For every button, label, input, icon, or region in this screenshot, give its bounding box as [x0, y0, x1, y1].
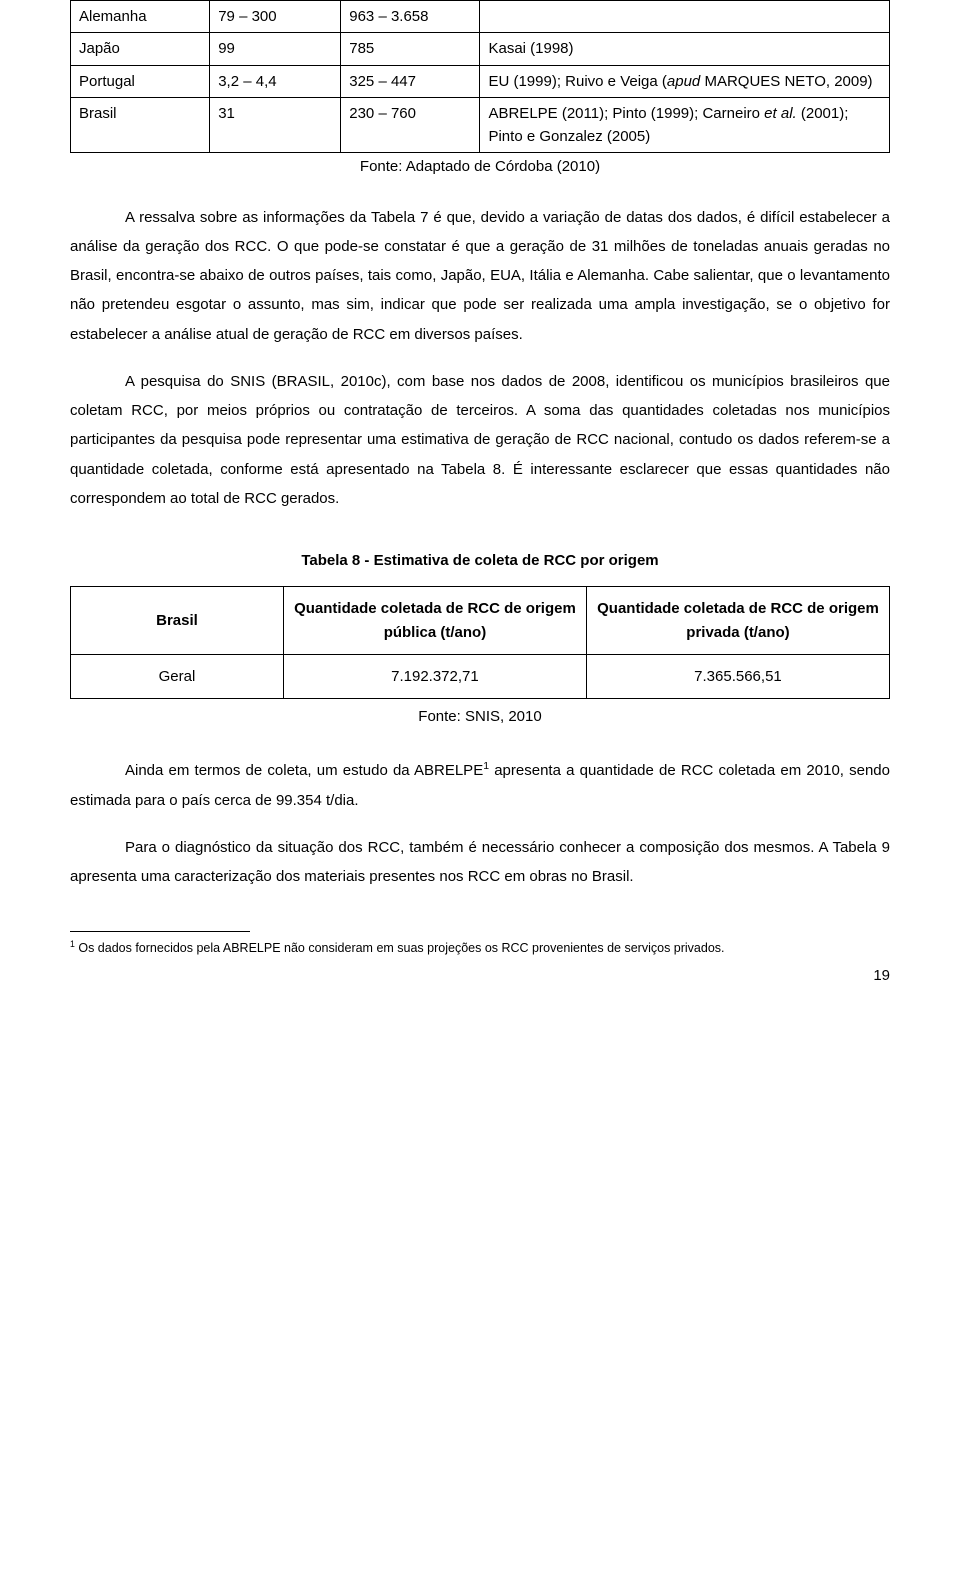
paragraph-1-text: A ressalva sobre as informações da Tabel… [70, 209, 890, 343]
table2-header-public: Quantidade coletada de RCC de origem púb… [283, 587, 586, 655]
country-cell: Japão [71, 33, 210, 65]
table2-caption: Tabela 8 - Estimativa de coleta de RCC p… [70, 549, 890, 572]
value2-cell: 785 [341, 33, 480, 65]
table2-cell-geral: Geral [71, 654, 284, 698]
rcc-collection-table: Brasil Quantidade coletada de RCC de ori… [70, 586, 890, 699]
paragraph-2: A pesquisa do SNIS (BRASIL, 2010c), com … [70, 367, 890, 513]
country-cell: Alemanha [71, 1, 210, 33]
value2-cell: 963 – 3.658 [341, 1, 480, 33]
paragraph-4-text: Para o diagnóstico da situação dos RCC, … [70, 839, 890, 885]
value1-cell: 99 [210, 33, 341, 65]
country-cell: Portugal [71, 65, 210, 97]
value1-cell: 3,2 – 4,4 [210, 65, 341, 97]
table2-header-brasil: Brasil [71, 587, 284, 655]
table2-cell-private-value: 7.365.566,51 [586, 654, 889, 698]
table-row: Brasil31230 – 760ABRELPE (2011); Pinto (… [71, 97, 890, 153]
source-cell: ABRELPE (2011); Pinto (1999); Carneiro e… [480, 97, 890, 153]
paragraph-3: Ainda em termos de coleta, um estudo da … [70, 756, 890, 815]
value2-cell: 325 – 447 [341, 65, 480, 97]
source-cell: Kasai (1998) [480, 33, 890, 65]
table2-cell-public-value: 7.192.372,71 [283, 654, 586, 698]
table2-header-private: Quantidade coletada de RCC de origem pri… [586, 587, 889, 655]
source-cell: EU (1999); Ruivo e Veiga (apud MARQUES N… [480, 65, 890, 97]
footnote-text: 1 Os dados fornecidos pela ABRELPE não c… [70, 938, 890, 958]
table1-source: Fonte: Adaptado de Córdoba (2010) [70, 155, 890, 178]
source-cell [480, 1, 890, 33]
value1-cell: 79 – 300 [210, 1, 341, 33]
country-cell: Brasil [71, 97, 210, 153]
value1-cell: 31 [210, 97, 341, 153]
paragraph-2-text: A pesquisa do SNIS (BRASIL, 2010c), com … [70, 373, 890, 507]
rcc-country-table: Alemanha79 – 300963 – 3.658Japão99785Kas… [70, 0, 890, 153]
page-number: 19 [70, 964, 890, 987]
paragraph-3-pre: Ainda em termos de coleta, um estudo da … [125, 762, 483, 779]
paragraph-4: Para o diagnóstico da situação dos RCC, … [70, 833, 890, 892]
table-row: Geral 7.192.372,71 7.365.566,51 [71, 654, 890, 698]
value2-cell: 230 – 760 [341, 97, 480, 153]
footnote-separator [70, 931, 250, 932]
table-row: Japão99785Kasai (1998) [71, 33, 890, 65]
table2-source: Fonte: SNIS, 2010 [70, 705, 890, 728]
paragraph-1: A ressalva sobre as informações da Tabel… [70, 203, 890, 349]
table-row: Portugal3,2 – 4,4325 – 447EU (1999); Rui… [71, 65, 890, 97]
footnote-body: Os dados fornecidos pela ABRELPE não con… [75, 941, 725, 955]
table-row: Alemanha79 – 300963 – 3.658 [71, 1, 890, 33]
